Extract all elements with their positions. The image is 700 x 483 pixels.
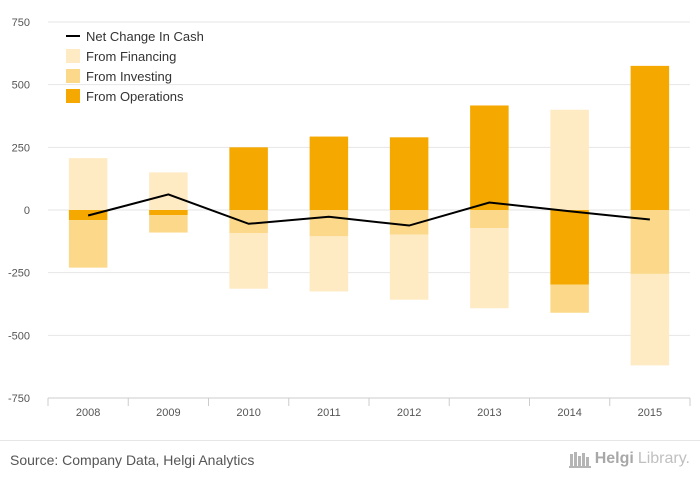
bar-segment	[389, 234, 429, 300]
x-tick-label: 2011	[317, 407, 341, 419]
y-tick-label: -750	[8, 393, 30, 405]
y-tick-label: 0	[24, 205, 30, 217]
legend-swatch	[66, 49, 80, 63]
logo-suffix: Library.	[637, 450, 690, 467]
bar-segment	[470, 228, 509, 309]
x-tick-label: 2010	[236, 407, 260, 419]
y-tick-label: -250	[8, 268, 30, 280]
bar-segment	[68, 220, 108, 268]
legend-label: From Financing	[86, 49, 176, 64]
bar-segment	[470, 210, 509, 229]
y-tick-label: 250	[12, 142, 30, 154]
helgi-library-logo[interactable]: Helgi Library.	[568, 450, 690, 468]
bar-segment	[229, 210, 268, 234]
footer: Source: Company Data, Helgi Analytics He…	[0, 440, 700, 483]
bar-segment	[470, 105, 509, 210]
bar-segment	[309, 210, 349, 237]
bar-segment	[550, 109, 589, 210]
cash-flow-chart: 750 500 250 0 -250 -500 -750 2008 2009 2010 2011 20…	[8, 17, 691, 419]
bar-segment	[229, 147, 268, 210]
legend-label: Net Change In Cash	[86, 29, 204, 44]
bar-segment	[550, 210, 589, 285]
bar-segment	[309, 236, 349, 292]
legend-label: From Operations	[86, 89, 184, 104]
logo-word: Helgi	[594, 450, 634, 467]
legend-swatch	[66, 89, 80, 103]
bookshelf-icon	[568, 452, 591, 468]
bar-segment	[229, 233, 268, 289]
y-tick-label: 750	[12, 17, 30, 29]
x-tick-label: 2013	[477, 407, 501, 419]
bar-segment	[630, 65, 670, 210]
x-tick-label: 2008	[76, 407, 100, 419]
x-tick-label: 2015	[638, 407, 662, 419]
legend-swatch	[66, 69, 80, 83]
y-tick-label: 500	[12, 80, 30, 92]
bar-segment	[550, 284, 589, 313]
x-tick-label: 2012	[397, 407, 421, 419]
x-tick-label: 2009	[156, 407, 180, 419]
bar-segment	[309, 136, 349, 210]
bar-segment	[68, 158, 108, 210]
legend-label: From Investing	[86, 69, 172, 84]
net-change-line	[87, 193, 650, 227]
bar-segment	[149, 172, 188, 210]
x-tick-label: 2014	[557, 407, 581, 419]
y-tick-label: -500	[8, 330, 30, 342]
bar-segment	[630, 210, 670, 274]
source-note: Source: Company Data, Helgi Analytics	[10, 452, 255, 468]
bar-segment	[149, 210, 188, 216]
bar-segment	[389, 137, 429, 210]
bar-segment	[630, 273, 670, 366]
chart-area: 750 500 250 0 -250 -500 -750 2008 2009 2010 2011 20…	[8, 17, 691, 419]
bar-segment	[149, 215, 188, 233]
